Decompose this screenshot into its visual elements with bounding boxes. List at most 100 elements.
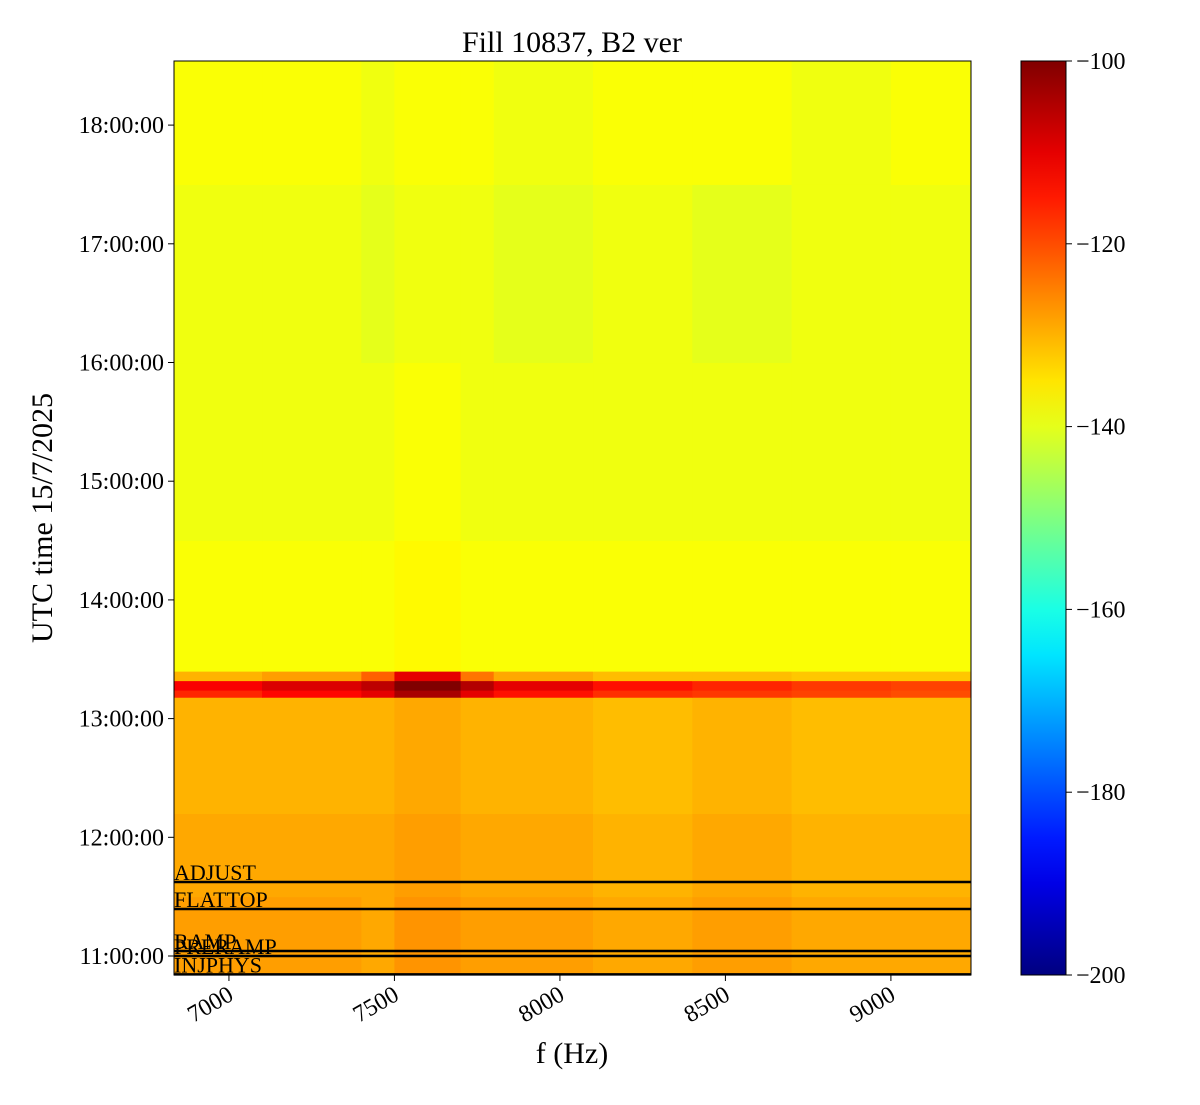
heatmap-cell [262,690,362,698]
heatmap-cell [890,362,972,542]
heatmap-cell [593,540,693,672]
heatmap-cell [174,540,263,672]
heatmap-cell [791,184,892,364]
heatmap-cell [593,813,693,898]
y-tick-label: 18:00:00 [79,113,164,139]
heatmap-cell [460,813,495,898]
heatmap-cell [394,680,462,691]
heatmap-cell [361,690,395,698]
heatmap-cell [890,680,972,691]
heatmap-cell [593,184,693,364]
heatmap-cell [262,680,362,691]
heatmap-cell [361,61,395,185]
colorbar-tick-label: −200 [1076,963,1126,989]
heatmap-cell [394,690,462,698]
colorbar-tick-label: −100 [1076,49,1126,75]
y-axis-label: UTC time 15/7/2025 [26,393,59,643]
heatmap-cell [174,184,263,364]
heatmap-cell [460,697,495,815]
heatmap-cell [460,184,495,364]
heatmap-cell [890,813,972,898]
heatmap-cell [394,362,462,542]
heatmap-cell [262,697,362,815]
heatmap-cell [493,813,594,898]
event-label: FLATTOP [174,887,268,912]
heatmap-cell [791,671,892,682]
heatmap-cell [493,690,594,698]
heatmap-cell [460,671,495,682]
heatmap-cell [262,540,362,672]
heatmap-cell [493,184,594,364]
heatmap-cell [460,540,495,672]
y-tick-label: 13:00:00 [79,707,164,733]
heatmap-cell [493,680,594,691]
heatmap-cell [890,697,972,815]
heatmap-cell [361,362,395,542]
heatmap-cell [692,540,793,672]
heatmap-cell [692,671,793,682]
event-label: RAMP [174,929,236,954]
heatmap-cell [890,184,972,364]
heatmap-cell [460,690,495,698]
x-tick-label: 7500 [349,982,404,1029]
heatmap-cell [692,61,793,185]
plot-frame [173,60,972,976]
chart-title: Fill 10837, B2 ver [462,26,682,59]
heatmap-cell [692,680,793,691]
heatmap-cell [361,540,395,672]
heatmap-cell [692,362,793,542]
heatmap-cell [460,680,495,691]
heatmap-cell [262,362,362,542]
heatmap-cell [493,540,594,672]
heatmap-cell [394,184,462,364]
x-tick-label: 8000 [514,982,569,1029]
y-tick-label: 17:00:00 [79,232,164,258]
y-tick-label: 16:00:00 [79,351,164,377]
heatmap-cell [394,697,462,815]
heatmap-cell [890,690,972,698]
heatmap-cell [791,540,892,672]
heatmap-cell [361,813,395,898]
x-axis-label: f (Hz) [536,1037,608,1070]
heatmap-cell [174,690,263,698]
heatmap-cell [593,680,693,691]
heatmap-cell [394,813,462,898]
heatmap-cell [593,690,693,698]
heatmap-cell [890,671,972,682]
event-label: ADJUST [174,860,256,885]
heatmap-cell [262,184,362,364]
heatmap-cell [692,813,793,898]
y-tick-label: 14:00:00 [79,588,164,614]
heatmap-cell [791,690,892,698]
event-label: INJPHYS [174,952,262,977]
heatmap-cell [890,61,972,185]
colorbar-tick-label: −140 [1076,415,1126,441]
heatmap-cell [493,697,594,815]
heatmap-cell [493,61,594,185]
colorbar-tick-label: −160 [1076,597,1126,623]
heatmap-cell [262,671,362,682]
colorbar-tick-label: −180 [1076,780,1126,806]
y-tick-label: 11:00:00 [80,944,164,970]
heatmap-cell [174,61,263,185]
heatmap-cell [460,61,495,185]
heatmap-cell [361,697,395,815]
heatmap-cell [890,540,972,672]
colorbar-tick-label: −120 [1076,232,1126,258]
heatmap-cell [493,671,594,682]
colorbar [1020,60,1067,976]
heatmap-cell [791,61,892,185]
heatmap-cell [692,697,793,815]
heatmap-cell [394,61,462,185]
heatmap-cell [791,680,892,691]
heatmap-cell [262,61,362,185]
heatmap-cell [460,362,495,542]
heatmap-cell [174,671,263,682]
event-label: PRERAMP [174,934,277,959]
heatmap-cell [692,184,793,364]
x-tick-label: 8500 [680,982,735,1029]
x-tick-label: 9000 [845,982,900,1029]
heatmap-cell [361,680,395,691]
heatmap-cell [493,362,594,542]
